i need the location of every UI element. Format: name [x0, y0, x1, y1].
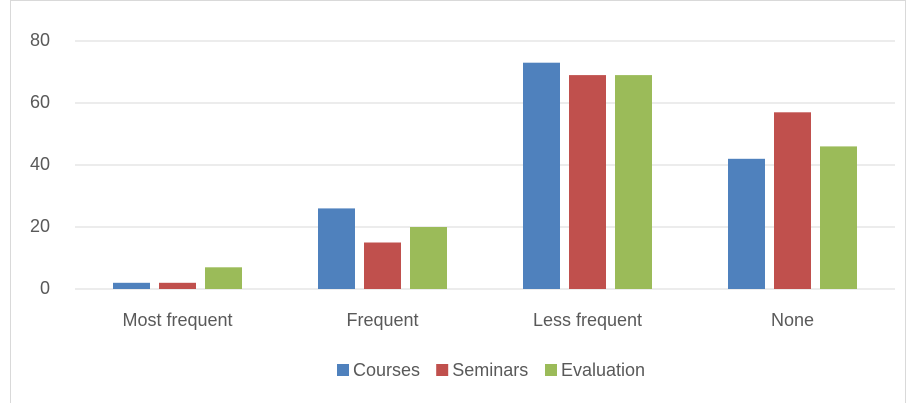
- legend-label: Evaluation: [561, 360, 645, 380]
- bar: [523, 62, 560, 290]
- y-tick-label: 80: [30, 30, 50, 50]
- bar: [205, 267, 242, 289]
- bar: [364, 242, 401, 289]
- bar: [113, 282, 150, 289]
- x-tick-label: Frequent: [346, 310, 418, 330]
- bar: [615, 75, 652, 289]
- y-tick-label: 20: [30, 216, 50, 236]
- legend-swatch: [545, 364, 557, 376]
- legend-label: Courses: [353, 360, 420, 380]
- legend-label: Seminars: [452, 360, 528, 380]
- bar: [410, 227, 447, 289]
- x-tick-label: Most frequent: [122, 310, 232, 330]
- bar: [728, 158, 765, 289]
- y-tick-label: 60: [30, 92, 50, 112]
- x-tick-label: None: [771, 310, 814, 330]
- bar: [318, 208, 355, 289]
- y-tick-label: 40: [30, 154, 50, 174]
- x-tick-label: Less frequent: [533, 310, 642, 330]
- bar: [774, 112, 811, 289]
- legend-swatch: [436, 364, 449, 376]
- chart-border: [10, 0, 906, 403]
- bar: [569, 75, 606, 289]
- bar: [820, 146, 857, 289]
- legend-swatch: [337, 364, 349, 376]
- bar: [159, 282, 196, 289]
- y-tick-label: 0: [40, 278, 50, 298]
